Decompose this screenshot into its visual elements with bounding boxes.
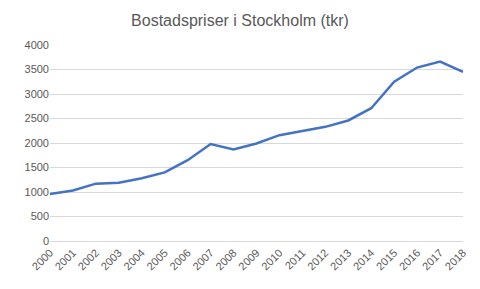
svg-text:2014: 2014 <box>351 247 377 273</box>
svg-text:3000: 3000 <box>25 88 49 100</box>
svg-text:2008: 2008 <box>213 247 239 273</box>
svg-text:0: 0 <box>43 235 49 247</box>
svg-text:2003: 2003 <box>98 247 124 273</box>
svg-text:2000: 2000 <box>30 247 56 273</box>
svg-text:1500: 1500 <box>25 161 49 173</box>
svg-text:2005: 2005 <box>144 247 170 273</box>
svg-text:2017: 2017 <box>420 247 446 273</box>
svg-text:500: 500 <box>31 210 49 222</box>
svg-text:Bostadspriser i Stockholm (tkr: Bostadspriser i Stockholm (tkr) <box>131 12 349 29</box>
svg-text:2010: 2010 <box>259 247 285 273</box>
svg-text:2002: 2002 <box>75 247 101 273</box>
svg-text:2009: 2009 <box>236 247 262 273</box>
svg-text:2500: 2500 <box>25 112 49 124</box>
svg-text:2012: 2012 <box>305 247 331 273</box>
svg-text:2000: 2000 <box>25 137 49 149</box>
svg-text:2018: 2018 <box>443 247 469 273</box>
svg-text:2013: 2013 <box>328 247 354 273</box>
svg-text:2016: 2016 <box>397 247 423 273</box>
svg-text:2015: 2015 <box>374 247 400 273</box>
svg-text:2011: 2011 <box>282 247 307 272</box>
svg-text:2007: 2007 <box>190 247 216 273</box>
svg-text:4000: 4000 <box>25 39 49 51</box>
svg-text:2006: 2006 <box>167 247 193 273</box>
svg-text:2004: 2004 <box>121 247 147 273</box>
svg-text:2001: 2001 <box>52 247 78 273</box>
svg-text:1000: 1000 <box>25 186 49 198</box>
svg-text:3500: 3500 <box>25 63 49 75</box>
